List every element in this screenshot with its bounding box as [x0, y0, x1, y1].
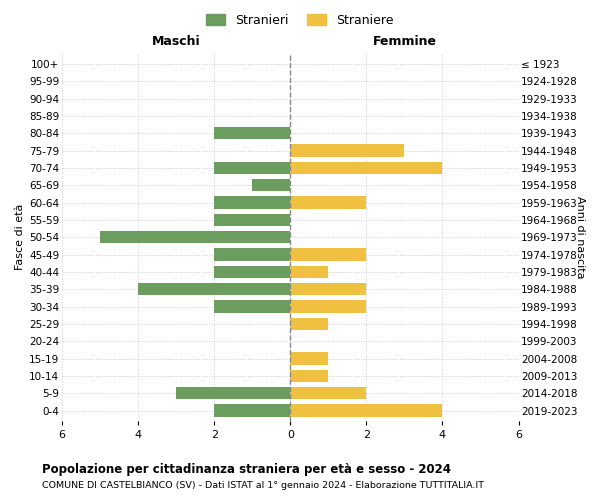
Bar [214, 248, 290, 261]
Bar [100, 231, 290, 243]
Bar [214, 300, 290, 313]
Bar [214, 404, 290, 417]
Bar [290, 248, 367, 261]
Bar [290, 144, 404, 157]
Bar [290, 266, 328, 278]
Y-axis label: Anni di nascita: Anni di nascita [575, 196, 585, 278]
Legend: Stranieri, Straniere: Stranieri, Straniere [202, 8, 398, 32]
Bar [290, 300, 367, 313]
Bar [214, 214, 290, 226]
Bar [214, 196, 290, 209]
Bar [290, 196, 367, 209]
Bar [214, 162, 290, 174]
Text: Femmine: Femmine [373, 35, 436, 48]
Bar [214, 266, 290, 278]
Bar [176, 387, 290, 400]
Text: Maschi: Maschi [152, 35, 200, 48]
Bar [214, 127, 290, 140]
Bar [290, 283, 367, 296]
Bar [290, 352, 328, 365]
Bar [290, 370, 328, 382]
Bar [290, 387, 367, 400]
Bar [290, 162, 442, 174]
Bar [253, 179, 290, 192]
Text: Popolazione per cittadinanza straniera per età e sesso - 2024: Popolazione per cittadinanza straniera p… [42, 462, 451, 475]
Y-axis label: Fasce di età: Fasce di età [15, 204, 25, 270]
Bar [290, 404, 442, 417]
Bar [290, 318, 328, 330]
Text: COMUNE DI CASTELBIANCO (SV) - Dati ISTAT al 1° gennaio 2024 - Elaborazione TUTTI: COMUNE DI CASTELBIANCO (SV) - Dati ISTAT… [42, 480, 484, 490]
Bar [138, 283, 290, 296]
